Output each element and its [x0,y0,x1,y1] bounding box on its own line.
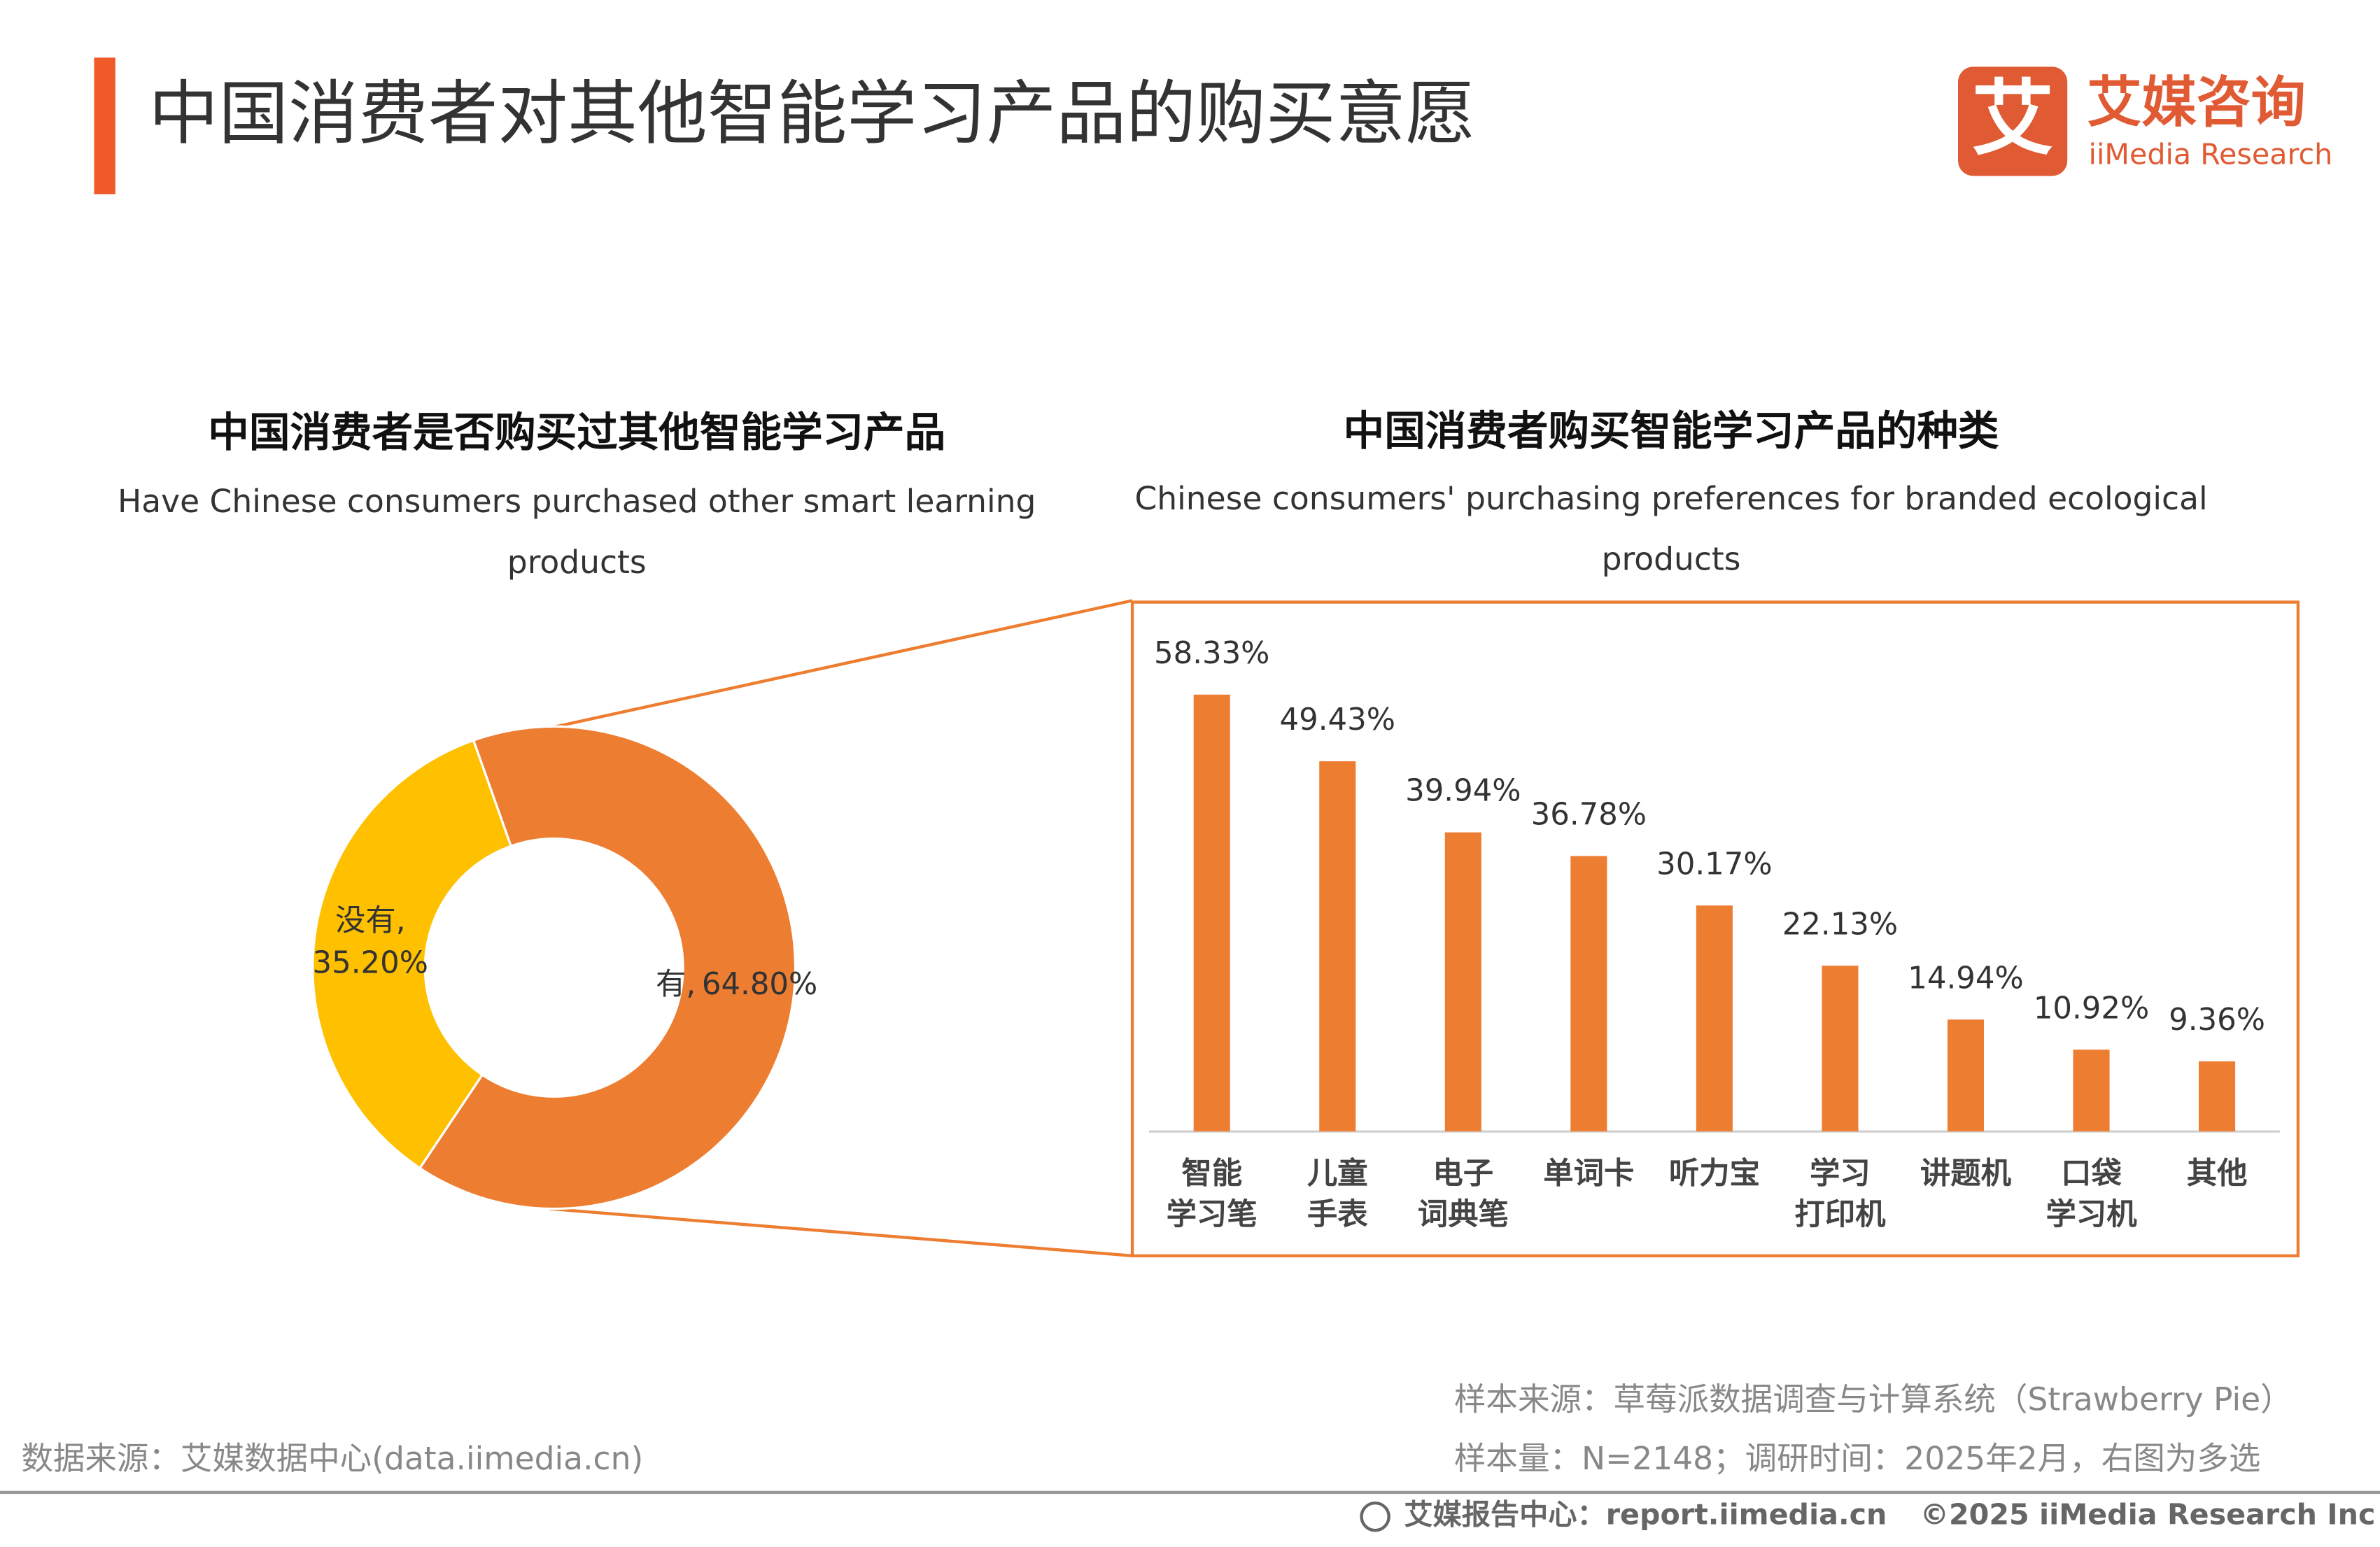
data-label: 没有, 35.20% [313,903,428,980]
x-tick-label: 学习机 [2045,1197,2137,1232]
data-source: 数据来源：艾媒数据中心(data.iimedia.cn) [21,1440,643,1477]
x-tick-label: 学习 [1810,1156,1871,1191]
data-label: 30.17% [1656,847,1772,882]
bar [1570,856,1607,1132]
x-tick-label: 电子 [1432,1156,1493,1191]
x-tick-label: 儿童 [1307,1156,1368,1191]
chart-subtitle: Chinese consumers' purchasing preference… [1135,480,2208,517]
data-label: 36.78% [1531,798,1647,833]
x-tick-label: 听力宝 [1669,1156,1760,1191]
logo-icon-bg [1958,66,2068,176]
data-label: 9.36% [2169,1003,2265,1038]
chart-subtitle: Have Chinese consumers purchased other s… [118,483,1036,520]
donut-slice [418,725,797,1210]
connector [549,1207,1133,1257]
x-tick-label: 手表 [1307,1197,1368,1232]
bar [1696,905,1733,1132]
page-title: 中国消费者对其他智能学习产品的购买意愿 [149,72,1476,154]
x-tick-label: 智能 [1181,1156,1242,1191]
chart-subtitle: products [507,544,647,581]
data-label-value: 35.20% [313,945,428,980]
bar [1947,1019,1985,1132]
chart-title: 中国消费者是否购买过其他智能学习产品 [208,409,945,456]
data-label: 10.92% [2034,991,2149,1026]
bar [2199,1061,2236,1132]
bar [1193,694,1230,1132]
data-label: 有, 64.80% [656,966,817,1001]
x-tick-label: 词典笔 [1418,1197,1509,1232]
globe-icon [1360,1501,1390,1532]
logo-name: 艾媒咨询 [2087,71,2305,134]
x-tick-label: 其他 [2187,1156,2248,1191]
x-tick-label: 学习笔 [1167,1197,1258,1232]
donut-slice [311,738,513,1170]
report-center: 艾媒报告中心：report.iimedia.cn [1404,1498,1887,1532]
bar [1444,832,1481,1132]
zoom-box [1130,600,2300,1257]
data-label-category: 有, [656,966,696,1001]
logo-en: iiMedia Research [2089,137,2333,171]
logo-icon: 艾 [1972,71,2054,167]
data-label: 22.13% [1782,907,1898,942]
data-label: 39.94% [1405,774,1521,809]
chart-subtitle: products [1602,541,1741,578]
x-tick-label: 口袋 [2061,1156,2122,1191]
x-tick-label: 单词卡 [1543,1156,1634,1191]
x-tick-label: 讲题机 [1920,1156,2012,1191]
data-label: 58.33% [1154,636,1269,671]
connector [549,599,1133,730]
bar [1822,966,1859,1132]
sample-size: 样本量：N=2148；调研时间：2025年2月，右图为多选 [1454,1440,2260,1477]
data-label-category: 没有, [335,903,406,938]
data-label: 14.94% [1908,961,2023,996]
bar [2073,1050,2110,1132]
data-label: 49.43% [1280,702,1395,737]
chart-title: 中国消费者购买智能学习产品的种类 [1344,407,1999,455]
data-label-value: 64.80% [702,966,817,1001]
sample-source: 样本来源：草莓派数据调查与计算系统（Strawberry Pie） [1454,1380,2293,1418]
bar [1319,761,1356,1132]
title-accent [94,57,115,195]
copyright: ©2025 iiMedia Research Inc [1920,1498,2376,1532]
x-tick-label: 打印机 [1794,1197,1886,1232]
